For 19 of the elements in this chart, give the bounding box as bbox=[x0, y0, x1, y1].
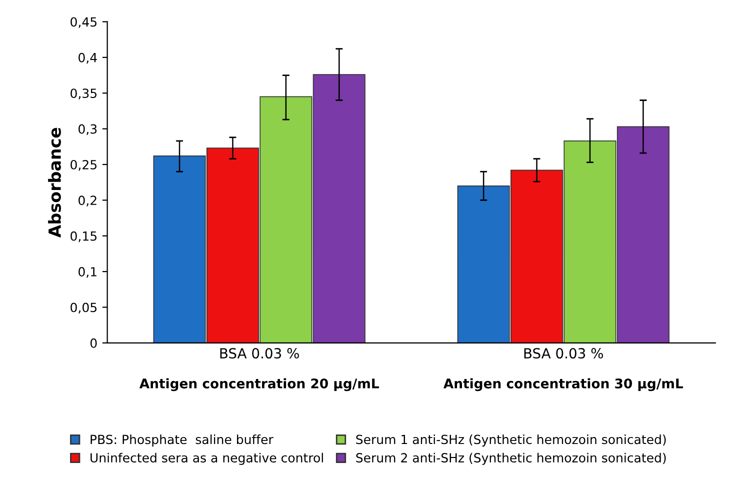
legend-label: PBS: Phosphate saline buffer bbox=[90, 434, 274, 447]
x-tick-label: BSA 0.03 % bbox=[220, 348, 299, 359]
y-tick-label: 0,15 bbox=[70, 231, 96, 242]
y-tick-label: 0,1 bbox=[78, 267, 96, 278]
text: Antigen concentration 30 µg/mL bbox=[443, 378, 683, 392]
y-tick-label: 0,35 bbox=[70, 88, 96, 100]
y-tick-label: 0,05 bbox=[70, 302, 96, 314]
y-tick-label: 0,2 bbox=[78, 196, 96, 206]
y-tick-label: 0,3 bbox=[78, 124, 97, 135]
y-axis-title: Absorbance bbox=[48, 128, 61, 238]
text: Antigen concentration 20 µg/mL bbox=[139, 378, 379, 392]
legend-label: Serum 2 anti-SHz (Synthetic hemozoin sonicated) bbox=[356, 452, 666, 465]
legend-label: Uninfected sera as a negative control bbox=[90, 452, 323, 465]
legend-label: Serum 1 anti-SHz (Synthetic hemozoin sonicated) bbox=[356, 434, 666, 447]
y-tick-label: 0,4 bbox=[78, 52, 97, 64]
x-tick-label: BSA 0.03 % bbox=[524, 348, 604, 359]
y-tick-label: 0,25 bbox=[70, 160, 96, 171]
y-tick-label: 0,45 bbox=[70, 17, 96, 28]
y-tick-label: 0 bbox=[90, 338, 97, 348]
